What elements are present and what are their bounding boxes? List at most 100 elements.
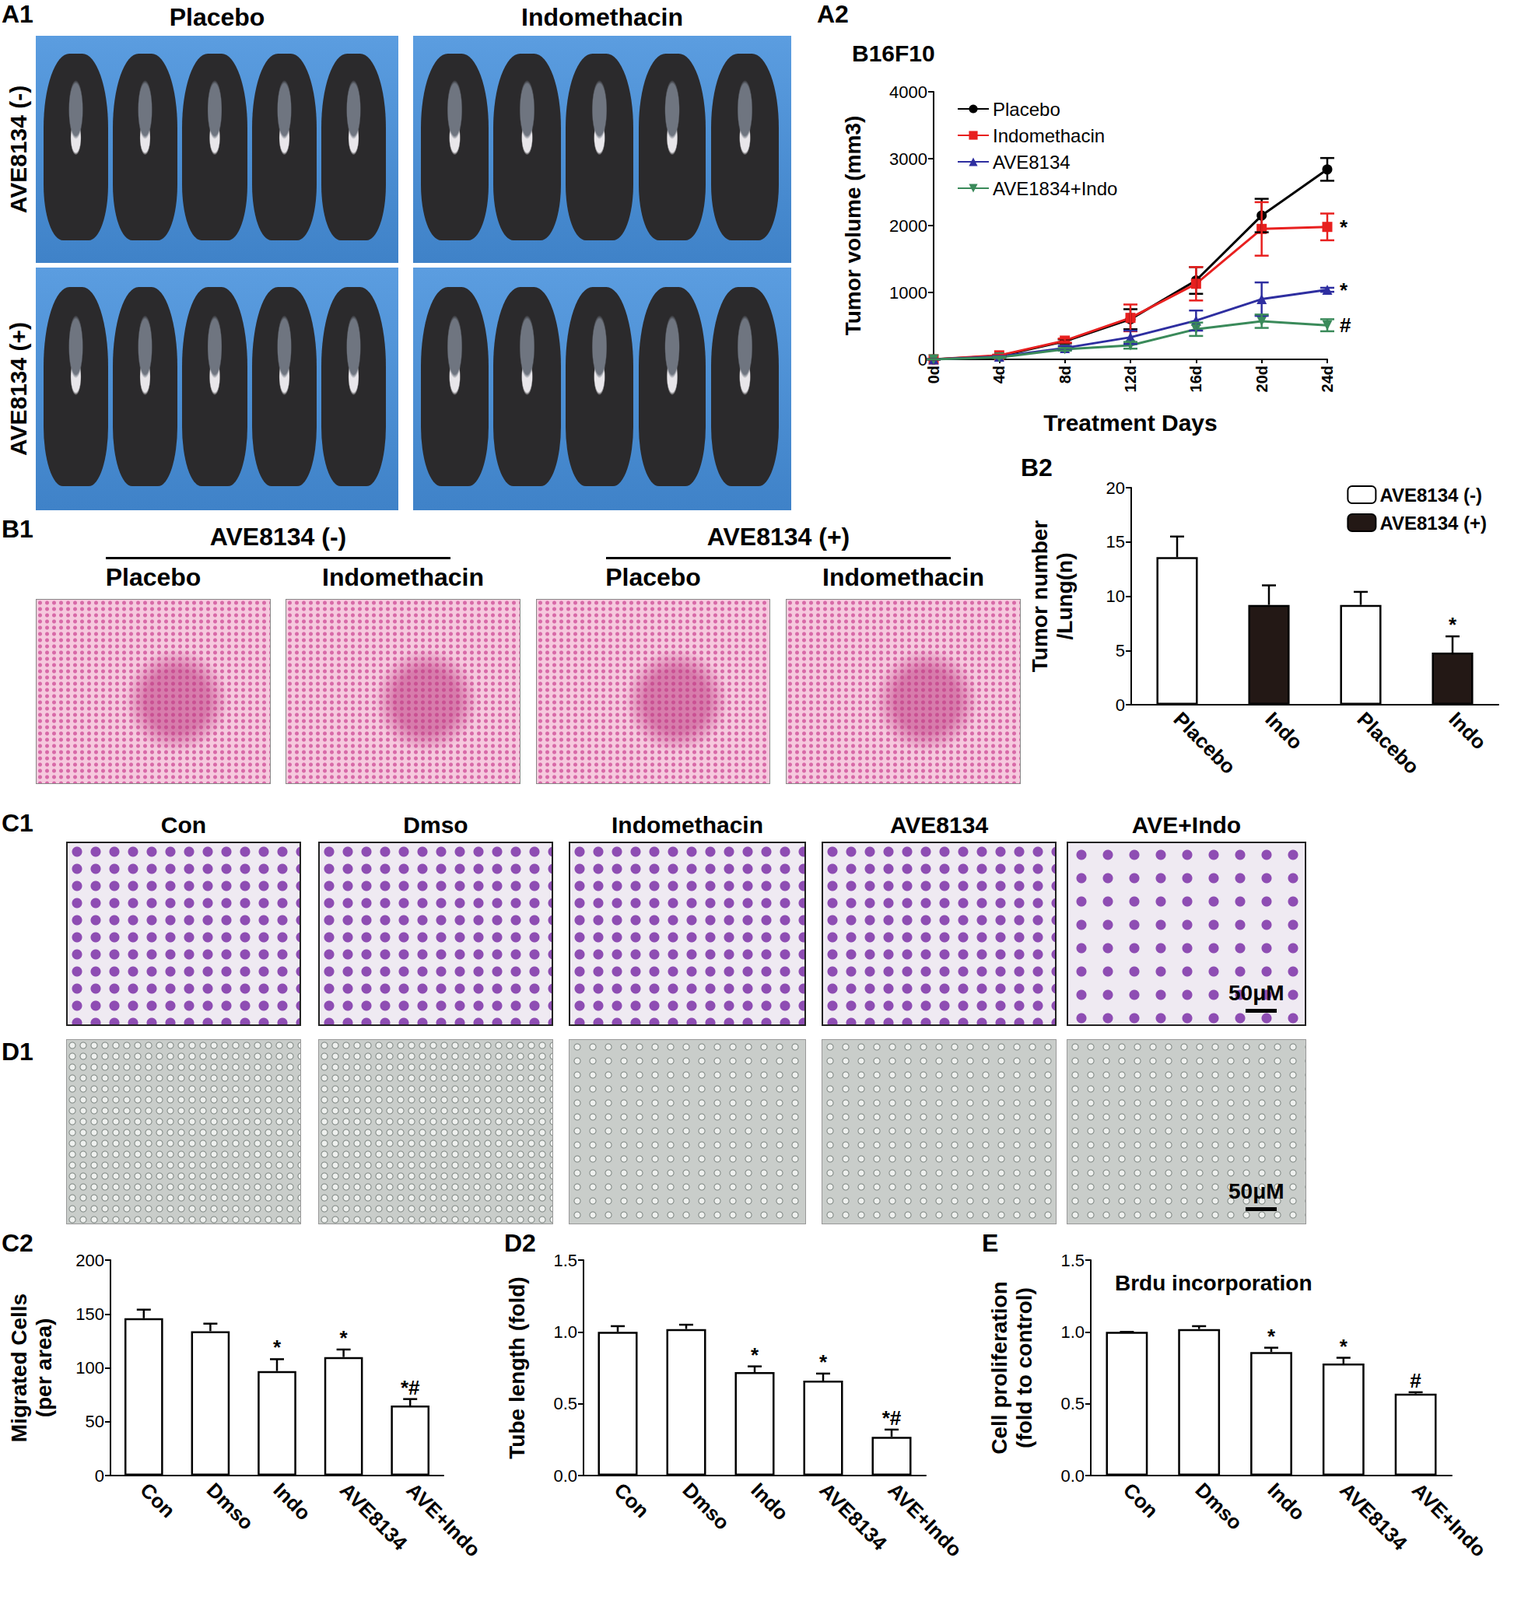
svg-text:(per area): (per area) bbox=[31, 1318, 57, 1419]
svg-text:Dmso: Dmso bbox=[1191, 1478, 1248, 1535]
svg-text:0.5: 0.5 bbox=[1060, 1394, 1085, 1414]
html-text:Indomethacin: Indomethacin bbox=[322, 563, 484, 592]
html-text:A1: A1 bbox=[1, 0, 34, 29]
svg-text:Con: Con bbox=[609, 1478, 654, 1523]
svg-text:#: # bbox=[1339, 313, 1352, 337]
svg-text:*: * bbox=[1339, 215, 1349, 239]
svg-text:Brdu incorporation: Brdu incorporation bbox=[1114, 1271, 1313, 1296]
html-text:B1: B1 bbox=[1, 515, 34, 544]
svg-text:0.0: 0.0 bbox=[1060, 1466, 1085, 1486]
svg-text:Migrated Cells: Migrated Cells bbox=[7, 1293, 32, 1443]
svg-text:*: * bbox=[1448, 613, 1458, 637]
svg-text:Tube length (fold): Tube length (fold) bbox=[504, 1276, 530, 1459]
svg-text:Indo: Indo bbox=[746, 1478, 793, 1525]
svg-text:Con: Con bbox=[135, 1478, 180, 1523]
svg-text:Indo: Indo bbox=[1262, 1478, 1310, 1525]
svg-text:*: * bbox=[1339, 1335, 1349, 1359]
svg-text:AVE8134 (+): AVE8134 (+) bbox=[1379, 512, 1487, 534]
html-text:AVE8134 (-): AVE8134 (-) bbox=[209, 522, 347, 551]
svg-text:Indo: Indo bbox=[268, 1478, 316, 1525]
svg-text:AVE+Indo: AVE+Indo bbox=[883, 1478, 967, 1562]
svg-text:Indo: Indo bbox=[1260, 707, 1308, 754]
html-text:AVE8134 (+): AVE8134 (+) bbox=[707, 522, 850, 551]
svg-text:Indomethacin: Indomethacin bbox=[992, 125, 1105, 147]
svg-text:2000: 2000 bbox=[889, 216, 928, 236]
svg-text:*: * bbox=[1339, 278, 1349, 302]
html-text:C1: C1 bbox=[1, 809, 34, 838]
svg-text:AVE8134: AVE8134 bbox=[814, 1478, 892, 1556]
svg-text:AVE1834+Indo: AVE1834+Indo bbox=[992, 178, 1118, 200]
svg-text:*#: *# bbox=[882, 1406, 902, 1430]
svg-text:0d: 0d bbox=[925, 365, 943, 384]
html-text:A2: A2 bbox=[816, 0, 849, 29]
svg-text:B16F10: B16F10 bbox=[851, 40, 936, 67]
svg-text:150: 150 bbox=[75, 1304, 105, 1325]
svg-text:4d: 4d bbox=[990, 365, 1008, 384]
svg-text:Tumor number: Tumor number bbox=[1027, 520, 1052, 673]
svg-text:4000: 4000 bbox=[889, 82, 928, 102]
svg-text:Placebo: Placebo bbox=[992, 98, 1061, 120]
svg-text:0: 0 bbox=[94, 1466, 105, 1486]
svg-text:Con: Con bbox=[1118, 1478, 1164, 1523]
svg-text:24d: 24d bbox=[1318, 365, 1336, 393]
svg-text:1.0: 1.0 bbox=[1060, 1322, 1085, 1343]
svg-text:Treatment Days: Treatment Days bbox=[1043, 410, 1217, 436]
html-text:C2: C2 bbox=[1, 1229, 34, 1258]
svg-text:*#: *# bbox=[400, 1376, 421, 1400]
svg-text:*: * bbox=[819, 1350, 828, 1374]
html-text:Con: Con bbox=[160, 812, 207, 838]
svg-text:AVE8134: AVE8134 bbox=[992, 151, 1071, 173]
svg-text:AVE8134: AVE8134 bbox=[335, 1478, 413, 1556]
svg-text:*: * bbox=[273, 1335, 282, 1360]
svg-text:0: 0 bbox=[1115, 695, 1125, 715]
html-text:Indomethacin: Indomethacin bbox=[822, 563, 985, 592]
svg-text:12d: 12d bbox=[1121, 365, 1140, 393]
svg-text:Placebo: Placebo bbox=[1352, 707, 1424, 779]
svg-text:0.0: 0.0 bbox=[553, 1466, 578, 1486]
svg-text:AVE+Indo: AVE+Indo bbox=[402, 1478, 486, 1562]
svg-text:100: 100 bbox=[75, 1358, 105, 1378]
svg-text:*: * bbox=[1267, 1324, 1276, 1349]
svg-text:10: 10 bbox=[1106, 586, 1125, 607]
svg-text:Placebo: Placebo bbox=[1168, 707, 1241, 779]
svg-text:1.0: 1.0 bbox=[553, 1322, 578, 1343]
svg-text:AVE8134 (-): AVE8134 (-) bbox=[1379, 484, 1483, 506]
html-text:Placebo: Placebo bbox=[105, 563, 202, 592]
svg-text:3000: 3000 bbox=[889, 149, 928, 169]
svg-text:1000: 1000 bbox=[889, 283, 928, 303]
html-text:Indomethacin: Indomethacin bbox=[611, 812, 764, 838]
svg-text:AVE8134: AVE8134 bbox=[1335, 1478, 1413, 1556]
svg-text:Indo: Indo bbox=[1443, 707, 1491, 754]
svg-text:1.5: 1.5 bbox=[553, 1251, 578, 1271]
svg-text:Dmso: Dmso bbox=[202, 1478, 259, 1535]
svg-text:20: 20 bbox=[1106, 478, 1125, 498]
svg-text:#: # bbox=[1409, 1369, 1422, 1393]
svg-text:15: 15 bbox=[1106, 532, 1125, 552]
svg-text:*: * bbox=[339, 1326, 349, 1350]
svg-text:Dmso: Dmso bbox=[677, 1478, 734, 1535]
html-text:Dmso: Dmso bbox=[403, 812, 469, 838]
html-text:AVE8134: AVE8134 bbox=[889, 812, 989, 838]
svg-text:AVE+Indo: AVE+Indo bbox=[1407, 1478, 1491, 1562]
svg-text:Cell proliferation: Cell proliferation bbox=[987, 1281, 1012, 1455]
html-text:B2: B2 bbox=[1020, 453, 1053, 482]
html-text:D2: D2 bbox=[504, 1229, 536, 1258]
svg-text:5: 5 bbox=[1115, 641, 1125, 661]
svg-text:16d: 16d bbox=[1187, 365, 1205, 393]
html-text:Indomethacin: Indomethacin bbox=[521, 3, 684, 32]
svg-text:200: 200 bbox=[75, 1251, 105, 1271]
html-text:AVE8134 (-): AVE8134 (-) bbox=[5, 85, 32, 214]
html-text:Placebo: Placebo bbox=[169, 3, 265, 32]
svg-text:(fold to control): (fold to control) bbox=[1012, 1287, 1037, 1449]
svg-text:50: 50 bbox=[85, 1412, 105, 1432]
svg-text:*: * bbox=[750, 1343, 760, 1367]
svg-text:/Lung(n): /Lung(n) bbox=[1052, 553, 1077, 641]
html-text:AVE8134 (+): AVE8134 (+) bbox=[5, 322, 32, 456]
html-text:Placebo: Placebo bbox=[605, 563, 701, 592]
svg-text:0.5: 0.5 bbox=[553, 1394, 578, 1414]
svg-text:20d: 20d bbox=[1253, 365, 1271, 393]
html-text:D1: D1 bbox=[1, 1037, 34, 1066]
svg-text:Tumor volume (mm3): Tumor volume (mm3) bbox=[841, 115, 866, 337]
svg-text:1.5: 1.5 bbox=[1060, 1251, 1085, 1271]
svg-text:8d: 8d bbox=[1056, 365, 1074, 384]
